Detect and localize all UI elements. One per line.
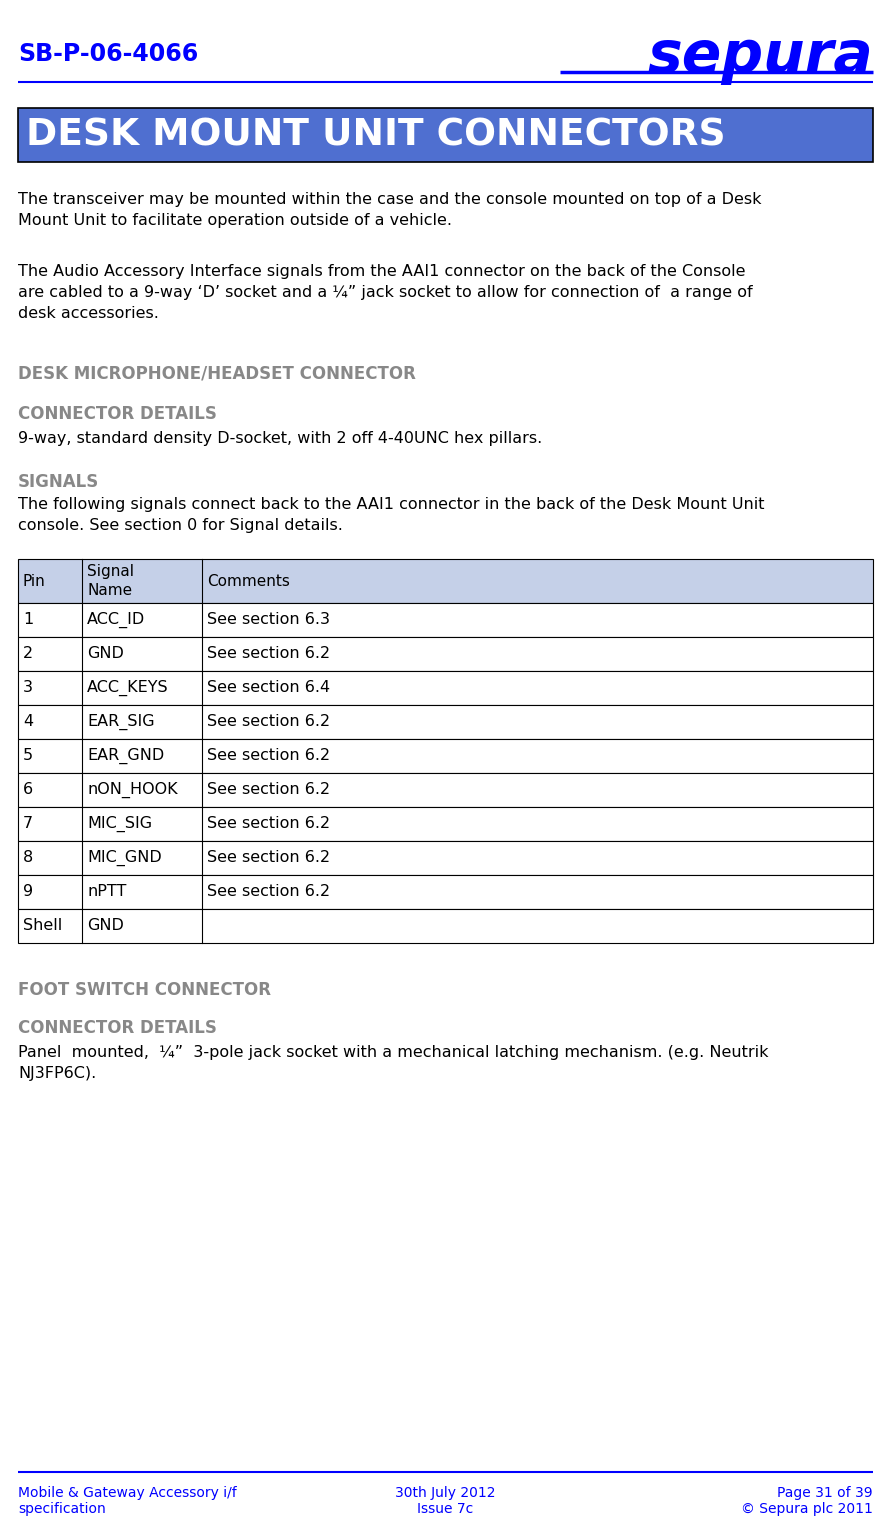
Text: See section 6.4: See section 6.4 xyxy=(207,680,330,696)
Bar xyxy=(18,107,873,162)
Text: MIC_GND: MIC_GND xyxy=(87,850,162,866)
Text: ACC_ID: ACC_ID xyxy=(87,611,145,628)
Bar xyxy=(18,637,873,671)
Text: GND: GND xyxy=(87,647,124,662)
Text: desk accessories.: desk accessories. xyxy=(18,306,159,322)
Text: GND: GND xyxy=(87,919,124,933)
Text: Issue 7c: Issue 7c xyxy=(417,1501,474,1517)
Text: console. See section 0 for Signal details.: console. See section 0 for Signal detail… xyxy=(18,518,343,533)
Bar xyxy=(18,774,873,807)
Text: The following signals connect back to the AAI1 connector in the back of the Desk: The following signals connect back to th… xyxy=(18,496,764,512)
Text: See section 6.2: See section 6.2 xyxy=(207,749,330,763)
Text: 30th July 2012: 30th July 2012 xyxy=(396,1486,495,1500)
Bar xyxy=(18,559,873,604)
Text: Panel  mounted,  ¼”  3-pole jack socket with a mechanical latching mechanism. (e: Panel mounted, ¼” 3-pole jack socket wit… xyxy=(18,1045,769,1060)
Text: Page 31 of 39: Page 31 of 39 xyxy=(777,1486,873,1500)
Text: 9: 9 xyxy=(23,884,33,899)
Text: The transceiver may be mounted within the case and the console mounted on top of: The transceiver may be mounted within th… xyxy=(18,192,762,207)
Text: See section 6.2: See section 6.2 xyxy=(207,850,330,866)
Text: SIGNALS: SIGNALS xyxy=(18,473,99,490)
Text: nPTT: nPTT xyxy=(87,884,127,899)
Text: See section 6.3: See section 6.3 xyxy=(207,613,330,628)
Text: © Sepura plc 2011: © Sepura plc 2011 xyxy=(741,1501,873,1517)
Text: 1: 1 xyxy=(23,613,33,628)
Text: 6: 6 xyxy=(23,783,33,798)
Text: 4: 4 xyxy=(23,714,33,729)
Text: 8: 8 xyxy=(23,850,33,866)
Text: See section 6.2: See section 6.2 xyxy=(207,884,330,899)
Text: See section 6.2: See section 6.2 xyxy=(207,783,330,798)
Text: DESK MOUNT UNIT CONNECTORS: DESK MOUNT UNIT CONNECTORS xyxy=(26,116,725,153)
Text: Pin: Pin xyxy=(23,573,45,588)
Text: 5: 5 xyxy=(23,749,33,763)
Text: specification: specification xyxy=(18,1501,106,1517)
Text: The Audio Accessory Interface signals from the AAI1 connector on the back of the: The Audio Accessory Interface signals fr… xyxy=(18,264,746,279)
Text: 2: 2 xyxy=(23,647,33,662)
Text: See section 6.2: See section 6.2 xyxy=(207,647,330,662)
Text: ACC_KEYS: ACC_KEYS xyxy=(87,680,168,696)
Text: MIC_SIG: MIC_SIG xyxy=(87,817,152,832)
Text: FOOT SWITCH CONNECTOR: FOOT SWITCH CONNECTOR xyxy=(18,980,271,999)
Text: sepura: sepura xyxy=(647,28,873,84)
Bar xyxy=(18,671,873,705)
Text: Shell: Shell xyxy=(23,919,62,933)
Text: EAR_SIG: EAR_SIG xyxy=(87,714,155,731)
Bar xyxy=(18,908,873,944)
Text: See section 6.2: See section 6.2 xyxy=(207,817,330,832)
Text: nON_HOOK: nON_HOOK xyxy=(87,781,177,798)
Text: See section 6.2: See section 6.2 xyxy=(207,714,330,729)
Text: DESK MICROPHONE/HEADSET CONNECTOR: DESK MICROPHONE/HEADSET CONNECTOR xyxy=(18,365,416,383)
Bar xyxy=(18,807,873,841)
Text: CONNECTOR DETAILS: CONNECTOR DETAILS xyxy=(18,1019,217,1037)
Text: Comments: Comments xyxy=(207,573,290,588)
Text: Mobile & Gateway Accessory i/f: Mobile & Gateway Accessory i/f xyxy=(18,1486,237,1500)
Bar xyxy=(18,841,873,875)
Bar xyxy=(18,705,873,738)
Text: are cabled to a 9-way ‘D’ socket and a ¼” jack socket to allow for connection of: are cabled to a 9-way ‘D’ socket and a ¼… xyxy=(18,285,753,300)
Text: CONNECTOR DETAILS: CONNECTOR DETAILS xyxy=(18,404,217,423)
Text: 7: 7 xyxy=(23,817,33,832)
Text: Mount Unit to facilitate operation outside of a vehicle.: Mount Unit to facilitate operation outsi… xyxy=(18,213,452,228)
Text: 3: 3 xyxy=(23,680,33,696)
Bar xyxy=(18,738,873,774)
Bar xyxy=(18,604,873,637)
Text: SB-P-06-4066: SB-P-06-4066 xyxy=(18,41,199,66)
Bar xyxy=(18,875,873,908)
Text: 9-way, standard density D-socket, with 2 off 4-40UNC hex pillars.: 9-way, standard density D-socket, with 2… xyxy=(18,430,543,446)
Text: NJ3FP6C).: NJ3FP6C). xyxy=(18,1066,96,1082)
Text: EAR_GND: EAR_GND xyxy=(87,748,164,764)
Text: Signal
Name: Signal Name xyxy=(87,564,135,597)
